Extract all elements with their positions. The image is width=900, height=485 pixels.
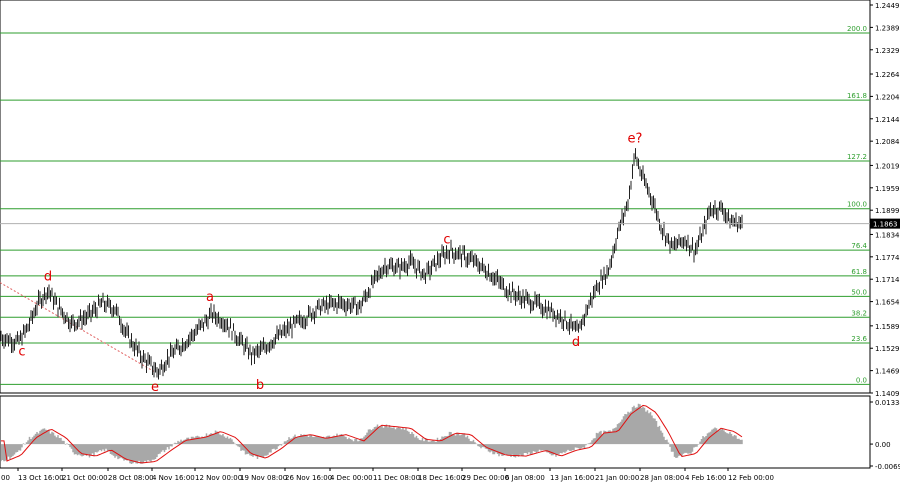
time-tick-label: 12 Nov 00:00 xyxy=(195,474,242,482)
fib-level-label: 0.0 xyxy=(856,376,867,384)
price-series xyxy=(0,148,743,380)
fibonacci-levels: 200.0 161.8 127.2 100.0 76.4 61.8 50.0 38.2 23.6… xyxy=(0,25,870,385)
price-tick-label: 1.1654 xyxy=(875,299,900,307)
oscillator-histogram xyxy=(0,403,743,464)
price-tick-label: 1.1529 xyxy=(875,345,900,353)
oscillator-signal-line xyxy=(1,404,743,464)
fib-level-label: 50.0 xyxy=(851,288,867,296)
price-tick-label: 1.1714 xyxy=(875,276,900,284)
oscillator-tick-label: 0.00 xyxy=(875,441,891,449)
fib-level-label: 38.2 xyxy=(851,309,867,317)
oscillator-tick-label: 0.01334 xyxy=(875,399,900,407)
wave-label: d xyxy=(44,270,52,285)
price-tick-label: 1.1834 xyxy=(875,231,900,239)
time-tick-label: 13 Oct 16:00 xyxy=(18,474,64,482)
price-tick-label: 1.2019 xyxy=(875,162,900,170)
price-tick-label: 1.1469 xyxy=(875,368,900,376)
oscillator-panel: 0.01334 0.00 -0.00695 xyxy=(0,399,900,471)
fib-level-label: 23.6 xyxy=(851,335,867,343)
price-tick-label: 1.2204 xyxy=(875,93,900,101)
price-tick-label: 1.1409 xyxy=(875,390,900,398)
fib-level-label: 127.2 xyxy=(847,153,867,161)
current-price-marker: 1.1863 xyxy=(0,218,900,229)
fib-level-label: 76.4 xyxy=(851,242,867,250)
price-axis: 1.2449 1.2389 1.2329 1.2264 1.2204 1.2144 1.20… xyxy=(870,2,900,398)
fib-level-label: 200.0 xyxy=(847,25,867,33)
wave-label: e xyxy=(151,380,159,395)
price-tick-label: 1.1899 xyxy=(875,207,900,215)
price-tick-label: 1.2264 xyxy=(875,71,900,79)
price-tick-label: 1.2389 xyxy=(875,24,900,32)
plot-frame xyxy=(0,0,871,469)
time-tick-label: 13 Jan 16:00 xyxy=(550,474,594,482)
time-tick-label: 18 Dec 16:00 xyxy=(418,474,465,482)
price-tick-label: 1.1959 xyxy=(875,185,900,193)
fib-level-label: 100.0 xyxy=(847,201,867,209)
time-tick-label: 28 Jan 08:00 xyxy=(640,474,684,482)
wave-label: d xyxy=(572,335,580,350)
time-tick-label: 19 Nov 08:00 xyxy=(240,474,287,482)
oscillator-tick-label: -0.00695 xyxy=(875,463,900,471)
wave-label: a xyxy=(206,290,214,305)
time-tick-label: 4 Dec 00:00 xyxy=(330,474,373,482)
time-tick-label: 6 Jan 08:00 xyxy=(505,474,545,482)
time-tick-label: 4 Nov 16:00 xyxy=(152,474,195,482)
time-tick-label: 12 Feb 00:00 xyxy=(728,474,774,482)
wave-label: b xyxy=(256,378,264,393)
time-tick-label: 11 Dec 08:00 xyxy=(373,474,420,482)
fib-level-label: 161.8 xyxy=(847,92,867,100)
price-tick-label: 1.1774 xyxy=(875,254,900,262)
wave-label: c xyxy=(18,344,25,359)
wave-label: e? xyxy=(628,132,643,147)
price-tick-label: 1.2084 xyxy=(875,138,900,146)
price-tick-label: 1.2449 xyxy=(875,2,900,10)
time-tick-label: 4 Feb 16:00 xyxy=(685,474,726,482)
price-tick-label: 1.2144 xyxy=(875,116,900,124)
time-tick-label: 21 Oct 00:00 xyxy=(62,474,108,482)
current-price-label: 1.1863 xyxy=(873,221,898,229)
time-tick-label: 28 Oct 08:00 xyxy=(108,474,154,482)
time-tick-label: 26 Nov 16:00 xyxy=(285,474,332,482)
price-tick-label: 1.1589 xyxy=(875,323,900,331)
time-tick-label: 21 Jan 00:00 xyxy=(595,474,639,482)
wave-label: c xyxy=(443,232,450,247)
time-label-partial: 00 xyxy=(1,474,10,482)
price-bars xyxy=(0,148,743,380)
price-tick-label: 1.2329 xyxy=(875,47,900,55)
wave-labels: c d e a b c d e? xyxy=(18,132,642,395)
current-price-box xyxy=(870,218,900,229)
fib-level-label: 61.8 xyxy=(851,268,867,276)
time-tick-label: 29 Dec 00:00 xyxy=(462,474,509,482)
